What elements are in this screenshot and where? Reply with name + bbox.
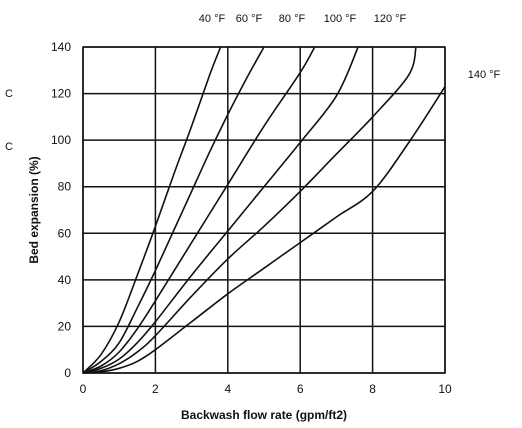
y-tick-label-4: 80 [58, 180, 72, 194]
x-tick-label-5: 10 [438, 382, 452, 396]
plot-frame [82, 46, 446, 374]
y-tick-label-5: 100 [51, 133, 71, 147]
series-line-1 [82, 46, 265, 374]
series-line-0 [82, 46, 222, 374]
y-tick-label-2: 40 [58, 273, 72, 287]
series-label-1: 60 °F [236, 13, 263, 25]
x-tick-label-4: 8 [369, 382, 376, 396]
series-labels: 40 °F 60 °F 80 °F 100 °F 120 °F 140 °F [199, 13, 501, 81]
edge-mark-1: C [5, 141, 13, 153]
series-label-4: 120 °F [374, 13, 407, 25]
y-tick-label-6: 120 [51, 87, 71, 101]
y-tick-label-3: 60 [58, 226, 72, 240]
series-label-2: 80 °F [279, 13, 306, 25]
x-axis-title: Backwash flow rate (gpm/ft2) [181, 408, 347, 422]
series-label-0: 40 °F [199, 13, 226, 25]
x-tick-label-1: 2 [152, 382, 159, 396]
series-line-3 [82, 46, 359, 374]
x-tick-label-3: 6 [297, 382, 304, 396]
x-tick-label-2: 4 [224, 382, 231, 396]
y-tick-label-0: 0 [64, 366, 71, 380]
series-label-3: 100 °F [324, 13, 357, 25]
series-line-4 [82, 46, 417, 374]
y-tick-label-7: 140 [51, 40, 71, 54]
series-line-2 [82, 46, 316, 374]
series-label-5: 140 °F [468, 69, 501, 81]
x-tick-label-0: 0 [80, 382, 87, 396]
grid-lines [82, 46, 446, 374]
y-axis-title: Bed expansion (%) [27, 156, 41, 263]
y-tick-labels: 0 20 40 60 80 100 120 140 [51, 40, 71, 380]
series-lines [82, 46, 446, 374]
x-tick-labels: 0 2 4 6 8 10 [80, 382, 452, 396]
edge-marks: CC [5, 88, 13, 153]
series-line-5 [82, 86, 446, 374]
edge-mark-0: C [5, 88, 13, 100]
y-tick-label-1: 20 [58, 319, 72, 333]
